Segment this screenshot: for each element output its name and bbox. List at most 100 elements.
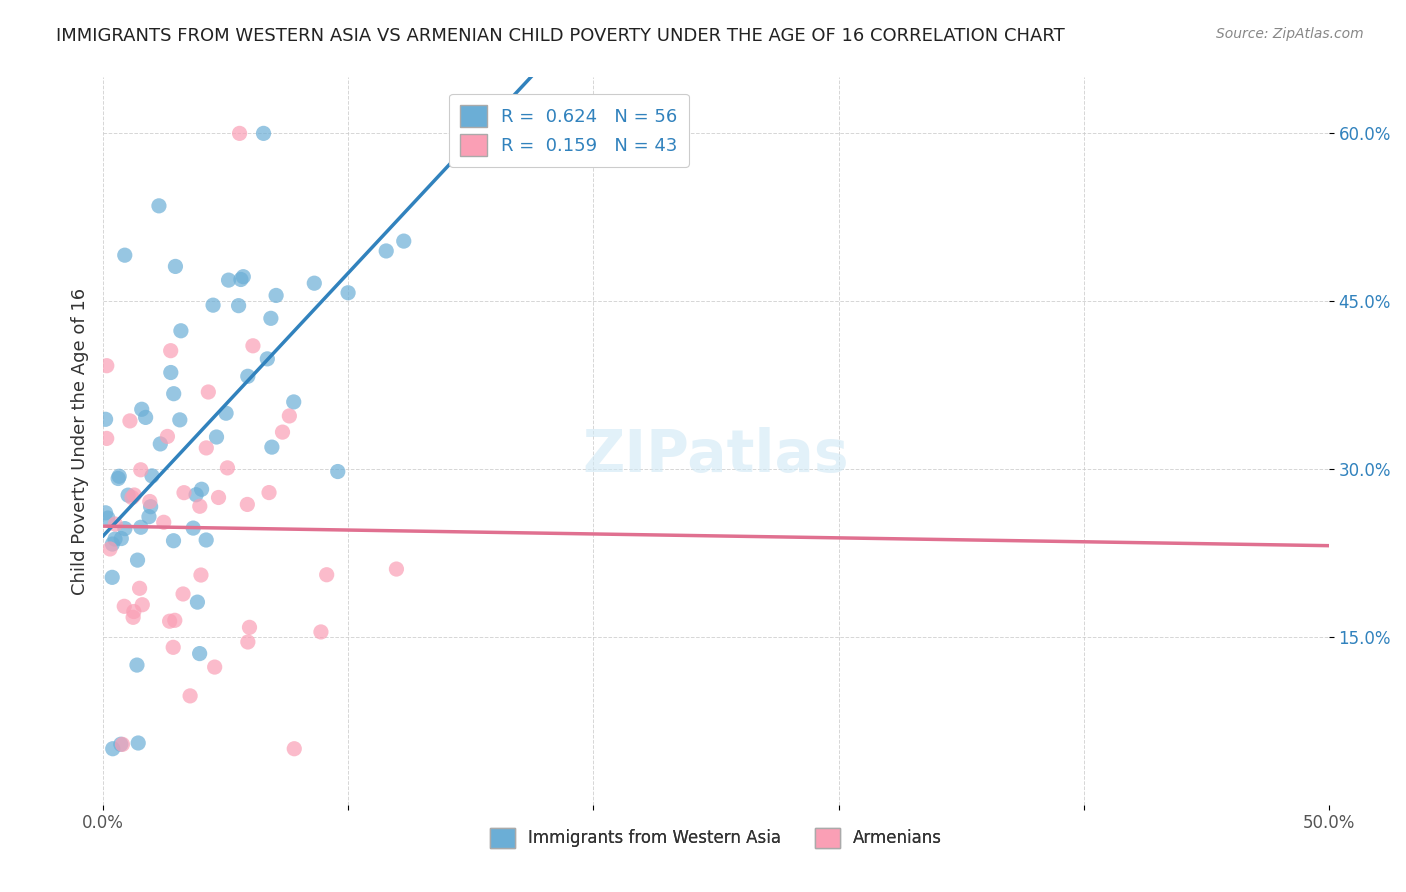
Point — [165, 260, 187, 274]
Point — [97, 511, 120, 525]
Point — [94, 412, 117, 426]
Point — [375, 244, 398, 258]
Point — [218, 273, 240, 287]
Point — [138, 509, 160, 524]
Point — [184, 488, 207, 502]
Point — [101, 570, 124, 584]
Point — [107, 471, 129, 485]
Point — [108, 469, 131, 483]
Point — [195, 441, 218, 455]
Point — [278, 409, 301, 423]
Point — [170, 324, 193, 338]
Point — [207, 491, 229, 505]
Point — [215, 406, 238, 420]
Point — [283, 395, 305, 409]
Point — [152, 516, 174, 530]
Point — [337, 285, 360, 300]
Point — [114, 522, 136, 536]
Point — [260, 311, 283, 326]
Point — [110, 532, 132, 546]
Point — [139, 494, 162, 508]
Point — [162, 640, 184, 655]
Point — [236, 369, 259, 384]
Point — [114, 248, 136, 262]
Point — [101, 537, 124, 551]
Point — [122, 610, 145, 624]
Point — [385, 562, 408, 576]
Point — [104, 517, 127, 532]
Point — [202, 298, 225, 312]
Point — [149, 437, 172, 451]
Point — [228, 299, 250, 313]
Text: ZIPatlas: ZIPatlas — [582, 427, 849, 484]
Legend: Immigrants from Western Asia, Armenians: Immigrants from Western Asia, Armenians — [484, 821, 949, 855]
Point — [111, 738, 134, 752]
Point — [169, 413, 191, 427]
Point — [172, 587, 194, 601]
Point — [190, 483, 212, 497]
Point — [156, 429, 179, 443]
Point — [315, 567, 337, 582]
Point — [127, 736, 149, 750]
Point — [283, 741, 305, 756]
Point — [112, 599, 135, 614]
Point — [232, 269, 254, 284]
Point — [304, 276, 326, 290]
Point — [101, 741, 124, 756]
Point — [271, 425, 294, 439]
Point — [197, 384, 219, 399]
Point — [229, 272, 252, 286]
Point — [104, 532, 127, 546]
Point — [163, 386, 186, 401]
Point — [131, 598, 153, 612]
Point — [127, 553, 149, 567]
Point — [141, 469, 163, 483]
Point — [139, 500, 162, 514]
Point — [260, 440, 283, 454]
Point — [173, 485, 195, 500]
Point — [188, 500, 211, 514]
Point — [195, 533, 218, 547]
Point — [159, 343, 181, 358]
Point — [179, 689, 201, 703]
Point — [392, 234, 415, 248]
Point — [236, 498, 259, 512]
Point — [256, 351, 278, 366]
Point — [162, 533, 184, 548]
Point — [131, 402, 153, 417]
Point — [94, 506, 117, 520]
Point — [135, 410, 157, 425]
Point — [96, 359, 118, 373]
Point — [124, 488, 146, 502]
Point — [128, 582, 150, 596]
Point — [257, 485, 280, 500]
Text: Source: ZipAtlas.com: Source: ZipAtlas.com — [1216, 27, 1364, 41]
Point — [217, 461, 239, 475]
Point — [159, 614, 181, 628]
Point — [326, 465, 349, 479]
Point — [236, 635, 259, 649]
Point — [129, 463, 152, 477]
Y-axis label: Child Poverty Under the Age of 16: Child Poverty Under the Age of 16 — [72, 287, 89, 595]
Point — [129, 520, 152, 534]
Point — [205, 430, 228, 444]
Point — [181, 521, 204, 535]
Point — [242, 339, 264, 353]
Point — [228, 127, 250, 141]
Point — [186, 595, 208, 609]
Point — [148, 199, 170, 213]
Point — [98, 541, 121, 556]
Point — [163, 613, 186, 627]
Point — [117, 488, 139, 502]
Point — [125, 658, 148, 673]
Point — [264, 288, 287, 302]
Point — [110, 737, 132, 751]
Point — [122, 605, 145, 619]
Point — [118, 414, 141, 428]
Point — [238, 620, 260, 634]
Point — [204, 660, 226, 674]
Point — [190, 568, 212, 582]
Point — [96, 431, 118, 445]
Point — [309, 624, 332, 639]
Point — [252, 127, 274, 141]
